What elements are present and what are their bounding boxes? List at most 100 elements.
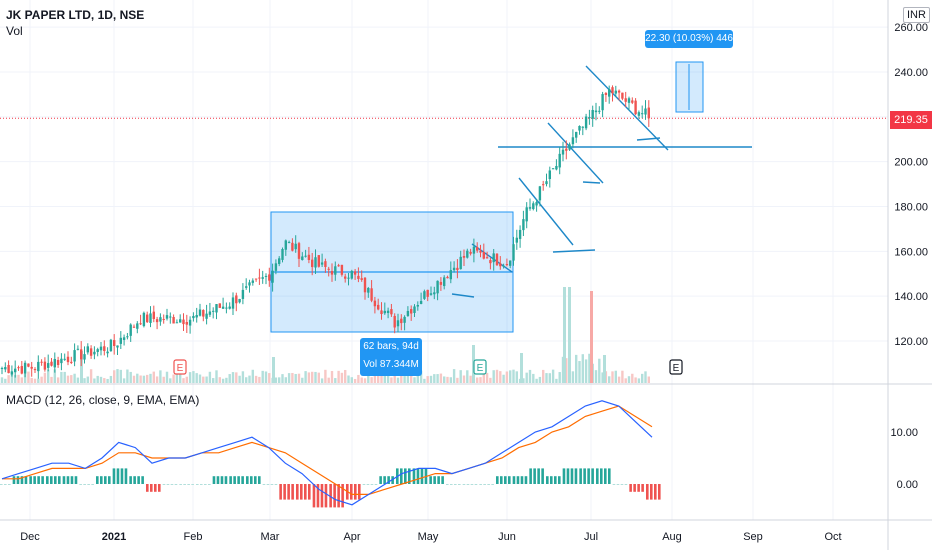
candle-body	[535, 202, 538, 206]
axes: 120.00140.00160.00180.00200.00220.00240.…	[20, 22, 928, 543]
candle-body	[608, 89, 611, 97]
volume-bar	[30, 377, 33, 383]
candle-body	[53, 358, 56, 368]
macd-histogram-bar	[616, 484, 620, 485]
volume-bar	[89, 369, 93, 383]
candle-body	[575, 131, 578, 138]
candle-body	[185, 322, 188, 325]
flag-line	[636, 137, 661, 141]
macd-histogram-bar	[441, 476, 444, 484]
candle-body	[476, 247, 479, 251]
candle-body	[146, 314, 149, 323]
candle-body	[400, 318, 403, 324]
range-bars-days: 62 bars, 94d	[363, 341, 419, 352]
volume-bar	[581, 354, 584, 383]
volume-bar	[311, 371, 314, 383]
macd-histogram-bar	[8, 484, 11, 485]
macd-line	[1, 400, 653, 506]
macd-histogram-bar	[237, 476, 240, 484]
macd-histogram-bar	[658, 484, 661, 500]
candle-body	[466, 250, 469, 258]
macd-histogram-bar	[612, 484, 616, 485]
candle-body	[532, 203, 535, 210]
volume-bar	[258, 376, 261, 383]
volume-bar	[353, 378, 357, 383]
candle-body	[47, 363, 50, 368]
earnings-marker	[669, 359, 683, 375]
macd-histogram-bar	[279, 484, 282, 500]
candle-body	[621, 92, 624, 99]
candle-body	[340, 264, 344, 275]
time-tick-label: Sep	[743, 531, 763, 543]
macd-histogram-bar	[508, 476, 511, 484]
volume-bar	[86, 376, 89, 383]
macd-histogram-bar	[91, 484, 94, 485]
volume-bar	[344, 369, 347, 383]
volume-bar	[320, 378, 324, 383]
volume-bar	[565, 358, 568, 383]
candle-body	[403, 316, 406, 323]
macd-histogram-bar	[158, 484, 161, 492]
macd-histogram-bar	[16, 476, 20, 484]
volume-bar	[542, 369, 545, 383]
candle-body	[205, 313, 208, 319]
volume-bar	[122, 378, 126, 383]
range-label[interactable]: 62 bars, 94d Vol 87.344M	[360, 338, 422, 376]
currency-label[interactable]: INR	[903, 7, 930, 23]
volume-bar	[43, 372, 47, 383]
macd-histogram-bar	[96, 476, 99, 484]
candle-body	[182, 319, 185, 325]
macd-histogram-bar	[296, 484, 299, 500]
candle-body	[208, 311, 212, 315]
macd-histogram-bar	[187, 484, 190, 485]
macd-histogram-bar	[500, 476, 503, 484]
macd-histogram-bar	[437, 476, 440, 484]
candle-body	[604, 93, 608, 95]
volume-bar	[294, 373, 297, 383]
candle-body	[106, 351, 109, 354]
candle-body	[109, 339, 113, 352]
macd-histogram-bar	[383, 476, 386, 484]
volume-bar	[182, 378, 185, 383]
volume-bar	[485, 372, 489, 383]
symbol-title[interactable]: JK PAPER LTD, 1D, NSE	[6, 8, 145, 22]
candle-body	[212, 310, 215, 312]
time-tick-label: 2021	[102, 531, 126, 543]
macd-histogram-bar	[274, 484, 278, 485]
candle-body	[436, 280, 439, 294]
volume-bar	[235, 372, 238, 383]
macd-histogram-bar	[287, 484, 290, 500]
volume-spike	[563, 287, 566, 383]
macd-histogram-bar	[504, 476, 507, 484]
volume-bar	[416, 369, 419, 383]
volume-label[interactable]: Vol	[6, 24, 23, 38]
macd-histogram-bar	[474, 484, 478, 485]
measure-label[interactable]: 22.30 (10.03%) 446	[645, 30, 733, 48]
candle-body	[485, 257, 489, 259]
macd-histogram-bar	[479, 484, 482, 485]
volume-spike	[568, 287, 571, 383]
candle-body	[637, 112, 641, 116]
price-tick-label: 180.00	[894, 202, 928, 214]
volume-spike	[520, 353, 523, 383]
macd-label[interactable]: MACD (12, 26, close, 9, EMA, EMA)	[6, 393, 200, 407]
candle-body	[515, 237, 518, 243]
volume-bar	[17, 374, 20, 383]
candle-body	[281, 249, 284, 260]
volume-bar	[637, 378, 641, 383]
candle-body	[119, 337, 122, 344]
macd-histogram-bar	[191, 484, 194, 485]
time-tick-label: Oct	[824, 531, 841, 543]
volume-bar	[393, 371, 396, 383]
macd-histogram-bar	[466, 484, 470, 485]
macd-histogram-bar	[546, 476, 549, 484]
volume-bar	[159, 370, 162, 383]
candle-body	[614, 90, 617, 94]
volume-bar	[261, 370, 264, 383]
macd-histogram-bar	[483, 484, 486, 485]
candle-body	[129, 324, 132, 336]
macd-histogram-bar	[124, 468, 128, 484]
volume-bar	[103, 378, 106, 383]
candle-body	[512, 244, 515, 261]
